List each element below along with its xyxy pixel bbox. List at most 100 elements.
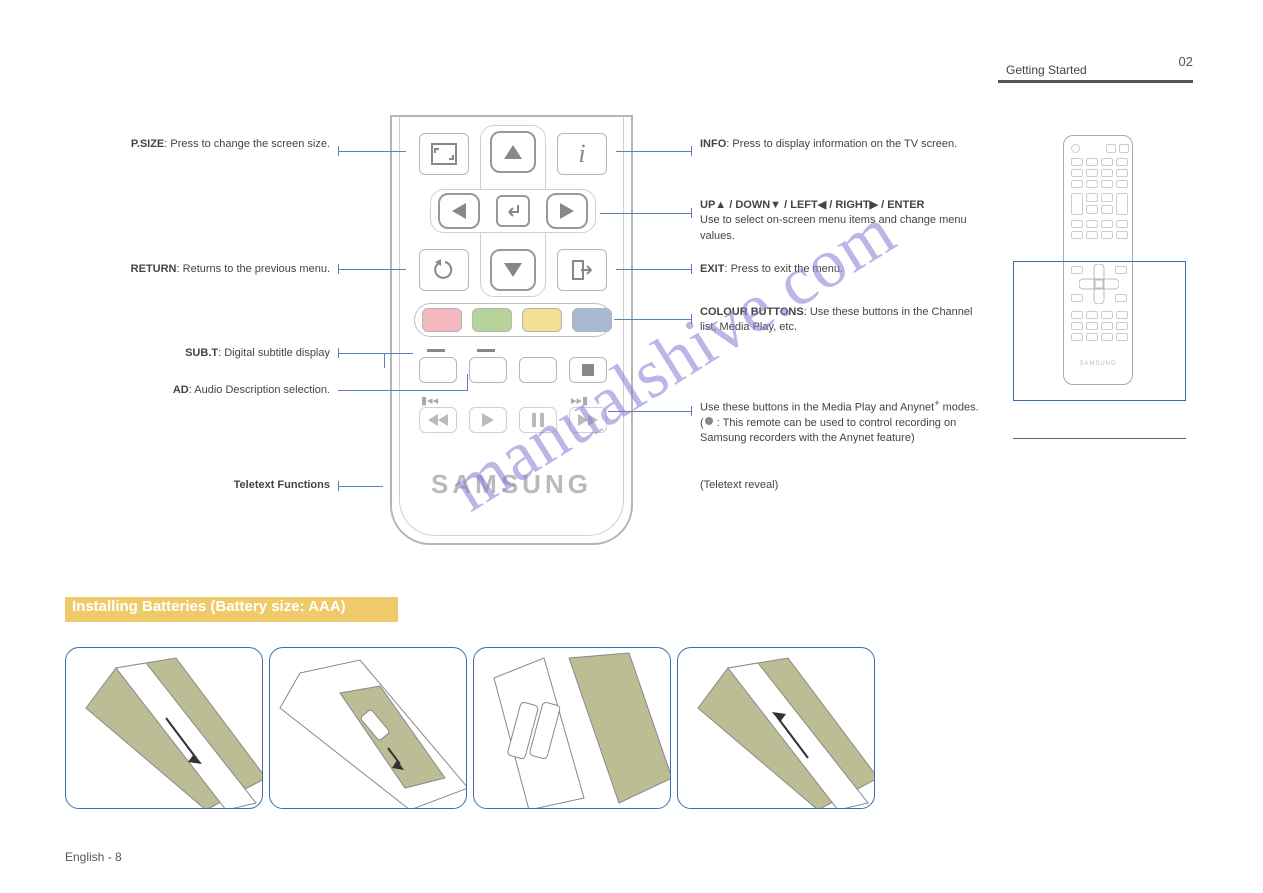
rec-dot-icon [704,416,714,426]
section-number: 02 [1179,54,1193,69]
sbtn [1101,193,1113,202]
leader-psize [338,151,406,152]
return-icon [433,259,455,281]
down-button[interactable] [490,249,536,291]
return-button[interactable] [419,249,469,291]
info-icon: i [578,139,585,169]
tick-media [691,406,692,416]
pause-icon [532,413,544,427]
section-title: Getting Started [1006,62,1087,79]
skipfwd-small-icon: ▸▸▮ [571,394,588,407]
sbtn [1086,205,1098,214]
down-icon [502,261,524,279]
up-icon [502,143,524,161]
leader-ttx [338,486,383,487]
info-body: Press to display information on the TV s… [732,138,957,150]
tick-return [338,264,339,274]
small-row-6 [1071,220,1128,228]
leader-info [616,151,691,152]
rewind-button[interactable] [419,407,457,433]
ffwd-button[interactable] [569,407,607,433]
battery-step-2-svg [270,648,467,809]
sbtn [1086,231,1098,239]
subt-body: Digital subtitle display [224,347,330,359]
red-button[interactable] [422,308,462,332]
sbtn [1116,169,1128,177]
left-button[interactable] [438,193,480,229]
return-body: Returns to the previous menu. [183,263,330,275]
exit-button[interactable] [557,249,607,291]
battery-step-3 [473,647,671,809]
ttx-right-body: (Teletext reveal) [700,479,778,491]
small-power-icon [1071,144,1080,153]
sbtn [1086,193,1098,202]
info-button[interactable]: i [557,133,607,175]
battery-step-1-svg [66,648,263,809]
sbtn [1116,231,1128,239]
small-remote-rule [1013,438,1186,439]
sbtn [1116,220,1128,228]
mark-2 [477,349,495,352]
ttx-title: Teletext Functions [234,479,330,491]
sbtn [1071,231,1083,239]
small-row-7 [1071,231,1128,239]
top-rule [998,80,1193,83]
leader-media [608,411,691,412]
enter-button[interactable] [496,195,530,227]
psize-body: Press to change the screen size. [170,138,330,150]
info-label: INFO: Press to display information on th… [700,137,965,152]
psize-icon [431,143,457,165]
leader-subt [338,353,413,354]
sbtn [1101,180,1113,188]
colour-title: COLOUR BUTTONS [700,306,804,318]
media-title: Use these buttons in the Media Play and … [700,402,934,414]
tick-exit [691,264,692,274]
ad-body: Audio Description selection. [194,384,330,396]
right-button[interactable] [546,193,588,229]
colour-label: COLOUR BUTTONS: Use these buttons in the… [700,305,980,336]
return-title: RETURN [131,263,177,275]
stop-button[interactable] [569,357,607,383]
ttx-label: Teletext Functions [70,478,330,493]
blue-button[interactable] [572,308,612,332]
up-button[interactable] [490,131,536,173]
return-label: RETURN: Returns to the previous menu. [70,262,330,277]
play-icon [482,413,494,427]
battery-step-2 [269,647,467,809]
aux1-button[interactable] [519,357,557,383]
sbtn [1071,180,1083,188]
sbtn [1086,180,1098,188]
sbtn [1116,180,1128,188]
small-row-3 [1071,169,1128,177]
sbtn [1071,169,1083,177]
pause-button[interactable] [519,407,557,433]
tick-ttx [338,481,339,491]
leader-ad [338,390,468,391]
leader-arrows [600,213,691,214]
sbtn [1071,158,1083,166]
ad-label: AD: Audio Description selection. [70,383,330,398]
sbtn [1101,205,1113,214]
sbtn [1101,231,1113,239]
tick-info [691,146,692,156]
psize-button[interactable] [419,133,469,175]
sbtn [1116,158,1128,166]
battery-row [65,647,875,809]
leader-subt-v [384,353,385,368]
yellow-button[interactable] [522,308,562,332]
small-row-5 [1071,193,1128,215]
subt-button[interactable] [419,357,457,383]
battery-step-1 [65,647,263,809]
battery-step-4 [677,647,875,809]
green-button[interactable] [472,308,512,332]
arrows-body: Use to select on-screen menu items and c… [700,214,967,241]
small-row-1 [1071,144,1129,153]
exit-label: EXIT: Press to exit the menu. [700,262,965,277]
ad-button[interactable] [469,357,507,383]
subt-label: SUB.T: Digital subtitle display [70,346,330,361]
play-button[interactable] [469,407,507,433]
arrows-label: UP▲ / DOWN▼ / LEFT◀ / RIGHT▶ / ENTER Use… [700,198,980,244]
left-icon [450,201,468,221]
tick-subt [338,348,339,358]
exit-icon [571,259,593,281]
